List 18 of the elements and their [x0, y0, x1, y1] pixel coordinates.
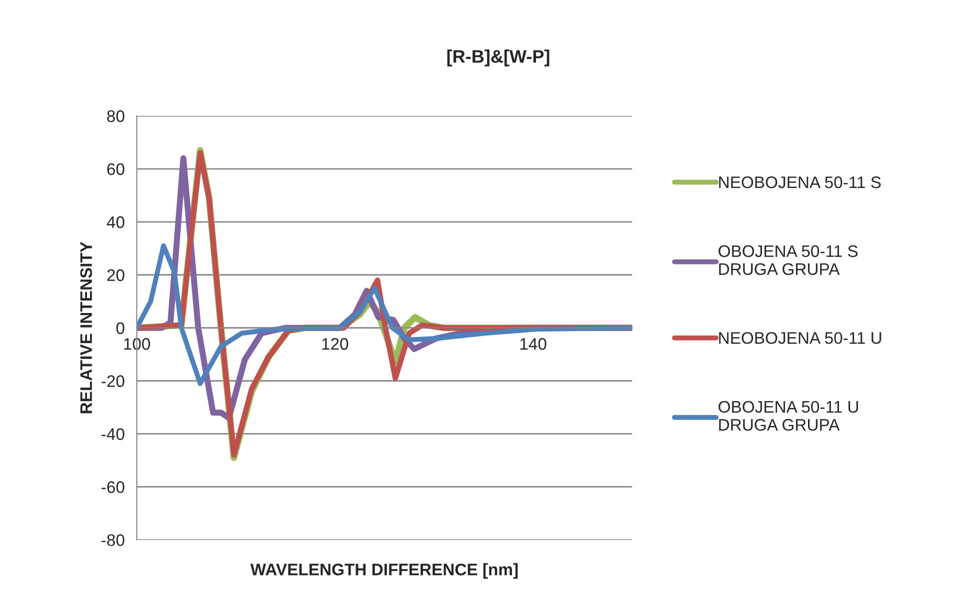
y-axis-title: RELATIVE INTENSITY — [80, 242, 92, 414]
x-tick-label: 120 — [322, 338, 348, 350]
y-tick-label: 40 — [106, 216, 124, 228]
y-tick-label: 20 — [107, 269, 124, 282]
x-tick-label: 140 — [520, 338, 546, 350]
x-axis-title: WAVELENGTH DIFFERENCE [nm] — [250, 563, 518, 579]
legend-label: OBOJENA 50-11 S DRUGA GRUPA — [718, 245, 858, 276]
legend-label: NEOBOJENA 50-11 U — [719, 332, 882, 344]
legend-label: NEOBOJENA 50-11 S — [719, 176, 881, 188]
y-tick-label: -20 — [102, 375, 124, 388]
y-tick-label: 0 — [116, 322, 124, 334]
legend-label: OBOJENA 50-11 U DRUGA GRUPA — [718, 400, 858, 431]
y-tick-label: 80 — [107, 110, 124, 122]
y-tick-label: -80 — [102, 534, 124, 546]
chart-title: [R-B]&[W-P] — [447, 50, 550, 66]
y-tick-label: 60 — [107, 163, 124, 176]
y-tick-label: -40 — [102, 428, 124, 440]
y-tick-label: -60 — [102, 481, 124, 494]
